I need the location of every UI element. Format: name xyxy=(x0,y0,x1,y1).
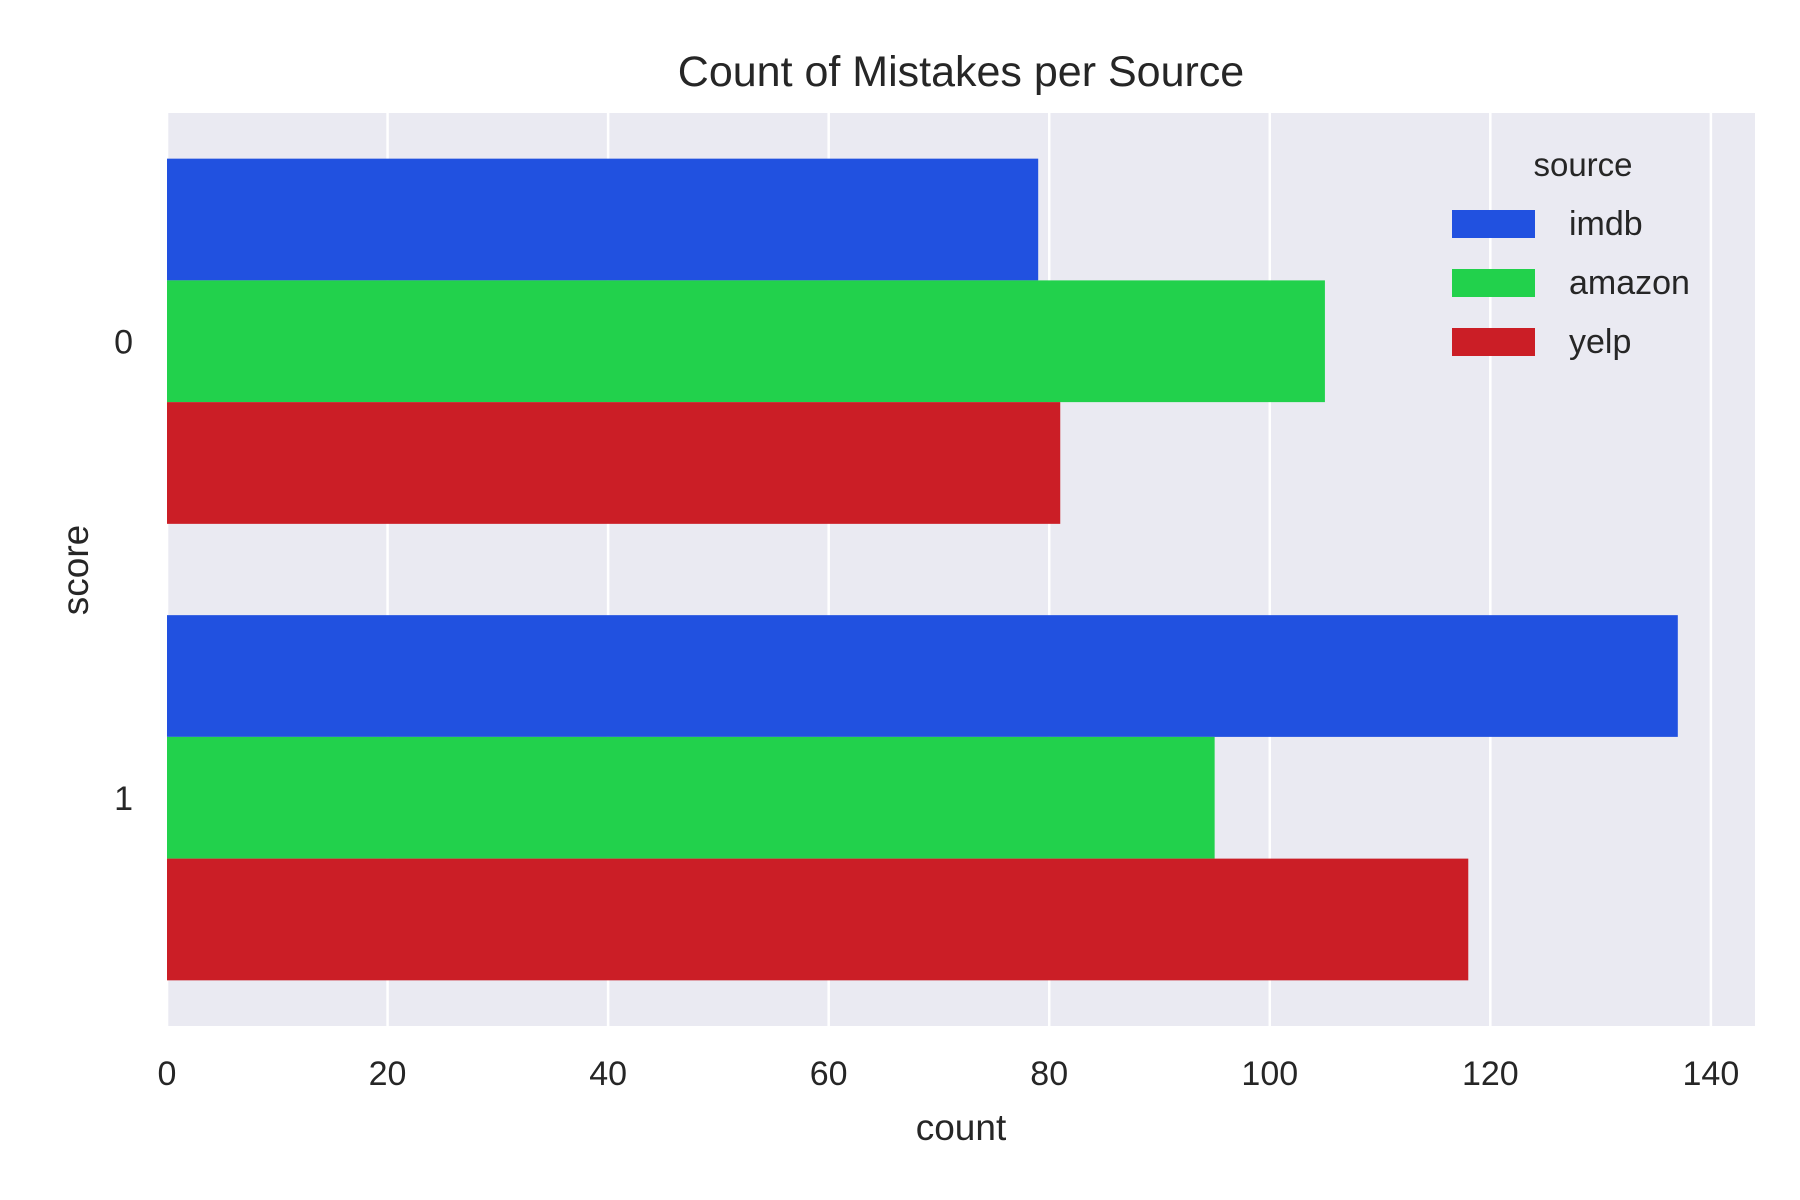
y-tick-label: 0 xyxy=(114,323,133,361)
bar-amazon-score-1 xyxy=(167,736,1215,859)
x-tick-label: 120 xyxy=(1462,1055,1519,1093)
x-tick-label: 100 xyxy=(1241,1055,1298,1093)
bar-yelp-score-0 xyxy=(167,402,1061,524)
legend: source imdb amazon yelp xyxy=(1452,146,1690,361)
y-axis-label: score xyxy=(55,525,96,615)
x-tick-labels: 0 20 40 60 80 100 120 140 xyxy=(158,1055,1740,1093)
bar-imdb-score-1 xyxy=(167,615,1678,737)
x-tick-label: 0 xyxy=(158,1055,177,1093)
bars xyxy=(167,158,1678,981)
legend-swatch-amazon xyxy=(1452,269,1535,297)
bar-amazon-score-0 xyxy=(167,280,1325,403)
y-tick-labels: 01 xyxy=(114,323,133,818)
legend-label-amazon: amazon xyxy=(1569,264,1690,302)
x-tick-label: 60 xyxy=(810,1055,848,1093)
legend-swatch-yelp xyxy=(1452,328,1535,356)
x-tick-label: 20 xyxy=(369,1055,407,1093)
bar-yelp-score-1 xyxy=(167,858,1469,981)
x-tick-label: 40 xyxy=(589,1055,627,1093)
y-tick-label: 1 xyxy=(114,780,133,818)
legend-swatch-imdb xyxy=(1452,210,1535,238)
legend-label-imdb: imdb xyxy=(1569,205,1643,243)
bar-imdb-score-0 xyxy=(167,158,1039,281)
x-axis-label: count xyxy=(916,1107,1007,1148)
x-tick-label: 140 xyxy=(1683,1055,1740,1093)
x-tick-label: 80 xyxy=(1030,1055,1068,1093)
chart-title: Count of Mistakes per Source xyxy=(678,48,1244,96)
legend-title: source xyxy=(1533,146,1632,183)
legend-label-yelp: yelp xyxy=(1569,323,1631,361)
